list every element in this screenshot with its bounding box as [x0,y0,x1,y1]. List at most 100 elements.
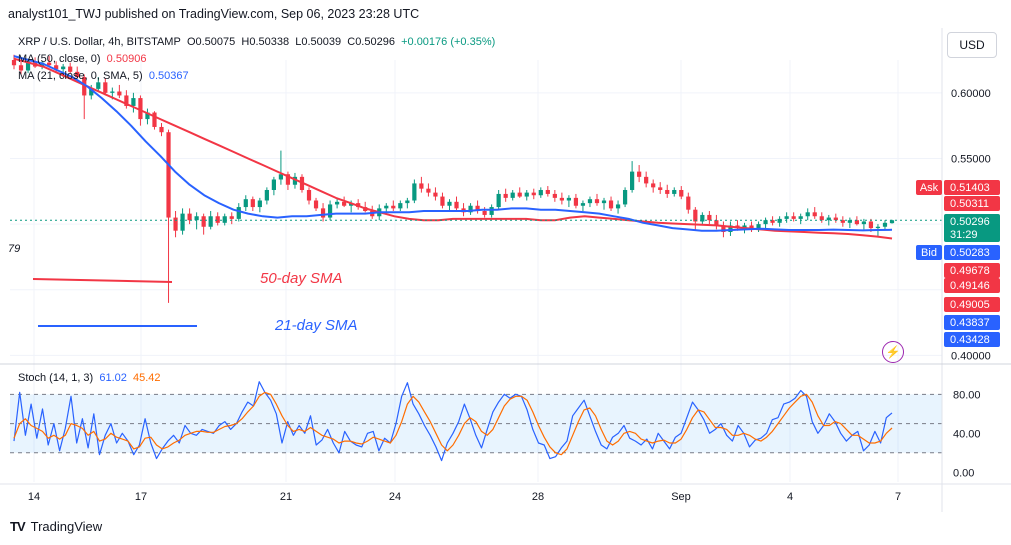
candle-body [320,208,326,218]
candle-body [679,189,684,197]
candle-body [812,212,817,217]
candle-body [489,207,494,215]
x-tick-label: 24 [389,491,401,503]
candle-body [847,220,852,223]
price-tag [944,332,1000,347]
candle-body [658,187,663,190]
candle-body [68,66,73,72]
high-value: H0.50338 [241,36,290,48]
candle-body [882,222,888,227]
candle-body [798,216,803,219]
candle-body [510,192,515,198]
candle-body [117,91,122,96]
price-tag [944,315,1000,330]
left-fragment-label: 79 [8,243,20,255]
candle-body [447,201,452,206]
price-tag [944,180,1000,195]
candle-body [573,197,579,206]
candle-body [531,192,536,196]
price-tag-flag [916,245,942,260]
candle-body [861,221,867,225]
candle-body [854,220,859,225]
candle-body [686,196,691,210]
candle-body [580,203,586,206]
candle-body [454,201,459,209]
candle-body [637,171,642,177]
candle-body [566,197,572,201]
x-tick-label: 14 [28,491,40,503]
candle-body [889,220,895,224]
stoch-d-value: 45.42 [133,372,161,384]
candle-body [208,216,213,227]
candle-body [475,205,480,211]
candle-body [440,196,445,206]
lightning-icon[interactable]: ⚡ [882,341,904,363]
candle-body [819,216,824,221]
candle-body [630,171,635,190]
price-tag-value: 0.49678 [950,265,990,277]
candle-body [693,209,698,222]
ma50-legend[interactable]: MA (50, close, 0) 0.50906 [18,53,146,65]
candle-body [756,224,761,230]
candle-body [419,183,424,189]
candle-body [777,218,782,223]
publisher-line: analyst101_TWJ published on TradingView.… [8,7,420,21]
stoch-legend[interactable]: Stoch (14, 1, 3) 61.02 45.42 [18,372,161,384]
candle-body [559,197,564,201]
y-tick-label: 0.40000 [951,350,991,362]
open-value: O0.50075 [186,36,236,48]
price-tag-value: 0.50311 [950,198,989,210]
footer: TV TradingView [10,519,102,534]
candle-body [229,216,234,219]
price-tag-label: Bid [921,247,937,259]
footer-brand[interactable]: TradingView [30,519,103,534]
sma50-annotation-label: 50-day SMA [260,270,343,287]
stoch-k-line [13,381,893,462]
ma21-label: MA (21, close, 0, SMA, 5) [18,70,143,82]
ma50-value: 0.50906 [106,53,147,65]
candle-body [707,214,712,221]
candle-body [784,216,789,219]
x-tick-label: 17 [135,491,147,503]
candle-body [180,213,185,231]
candle-body [714,220,719,226]
price-tag [944,214,1000,242]
candle-body [833,217,838,221]
stoch-layer [13,381,893,462]
price-tag [944,263,1000,278]
candle-body [608,200,614,209]
stoch-k-value: 61.02 [99,372,127,384]
price-tag-value: 0.49005 [950,299,990,311]
chart-svg[interactable]: 50-day SMA 21-day SMA 79 0.60000 0.55000 0.4… [0,28,1011,512]
stoch-tick-label: 80.00 [953,389,981,401]
price-tag [944,245,1000,260]
candle-body [749,225,754,230]
stoch-band-layer [10,393,942,454]
candle-body [166,132,171,218]
candle-body [124,95,129,106]
candle-body [644,176,649,184]
ma50-label: MA (50, close, 0) [18,53,101,65]
y-tick-label: 0.55000 [951,153,991,165]
currency-button[interactable]: USD [947,32,997,58]
x-tick-label: 7 [895,491,901,503]
candle-body [96,82,101,89]
tradingview-logo-icon: TV [10,519,26,534]
ma21-legend[interactable]: MA (21, close, 0, SMA, 5) 0.50367 [18,70,189,82]
candle-body [75,71,80,78]
ma21-line [13,55,893,232]
annotation-layer: 50-day SMA 21-day SMA 79 [8,243,358,334]
stoch-d-line [13,391,893,456]
candle-body [243,199,248,208]
symbol-name[interactable]: XRP / U.S. Dollar, 4h, BITSTAMP [18,36,181,48]
candle-body [405,200,410,204]
candle-body [433,192,438,197]
candle-body [173,217,178,231]
candle-body [412,183,417,201]
candle-body [868,221,874,229]
candle-body [159,126,164,133]
candle-body [728,225,733,233]
candle-body [700,214,705,222]
candle-body [503,193,508,198]
candle-body [524,192,529,197]
